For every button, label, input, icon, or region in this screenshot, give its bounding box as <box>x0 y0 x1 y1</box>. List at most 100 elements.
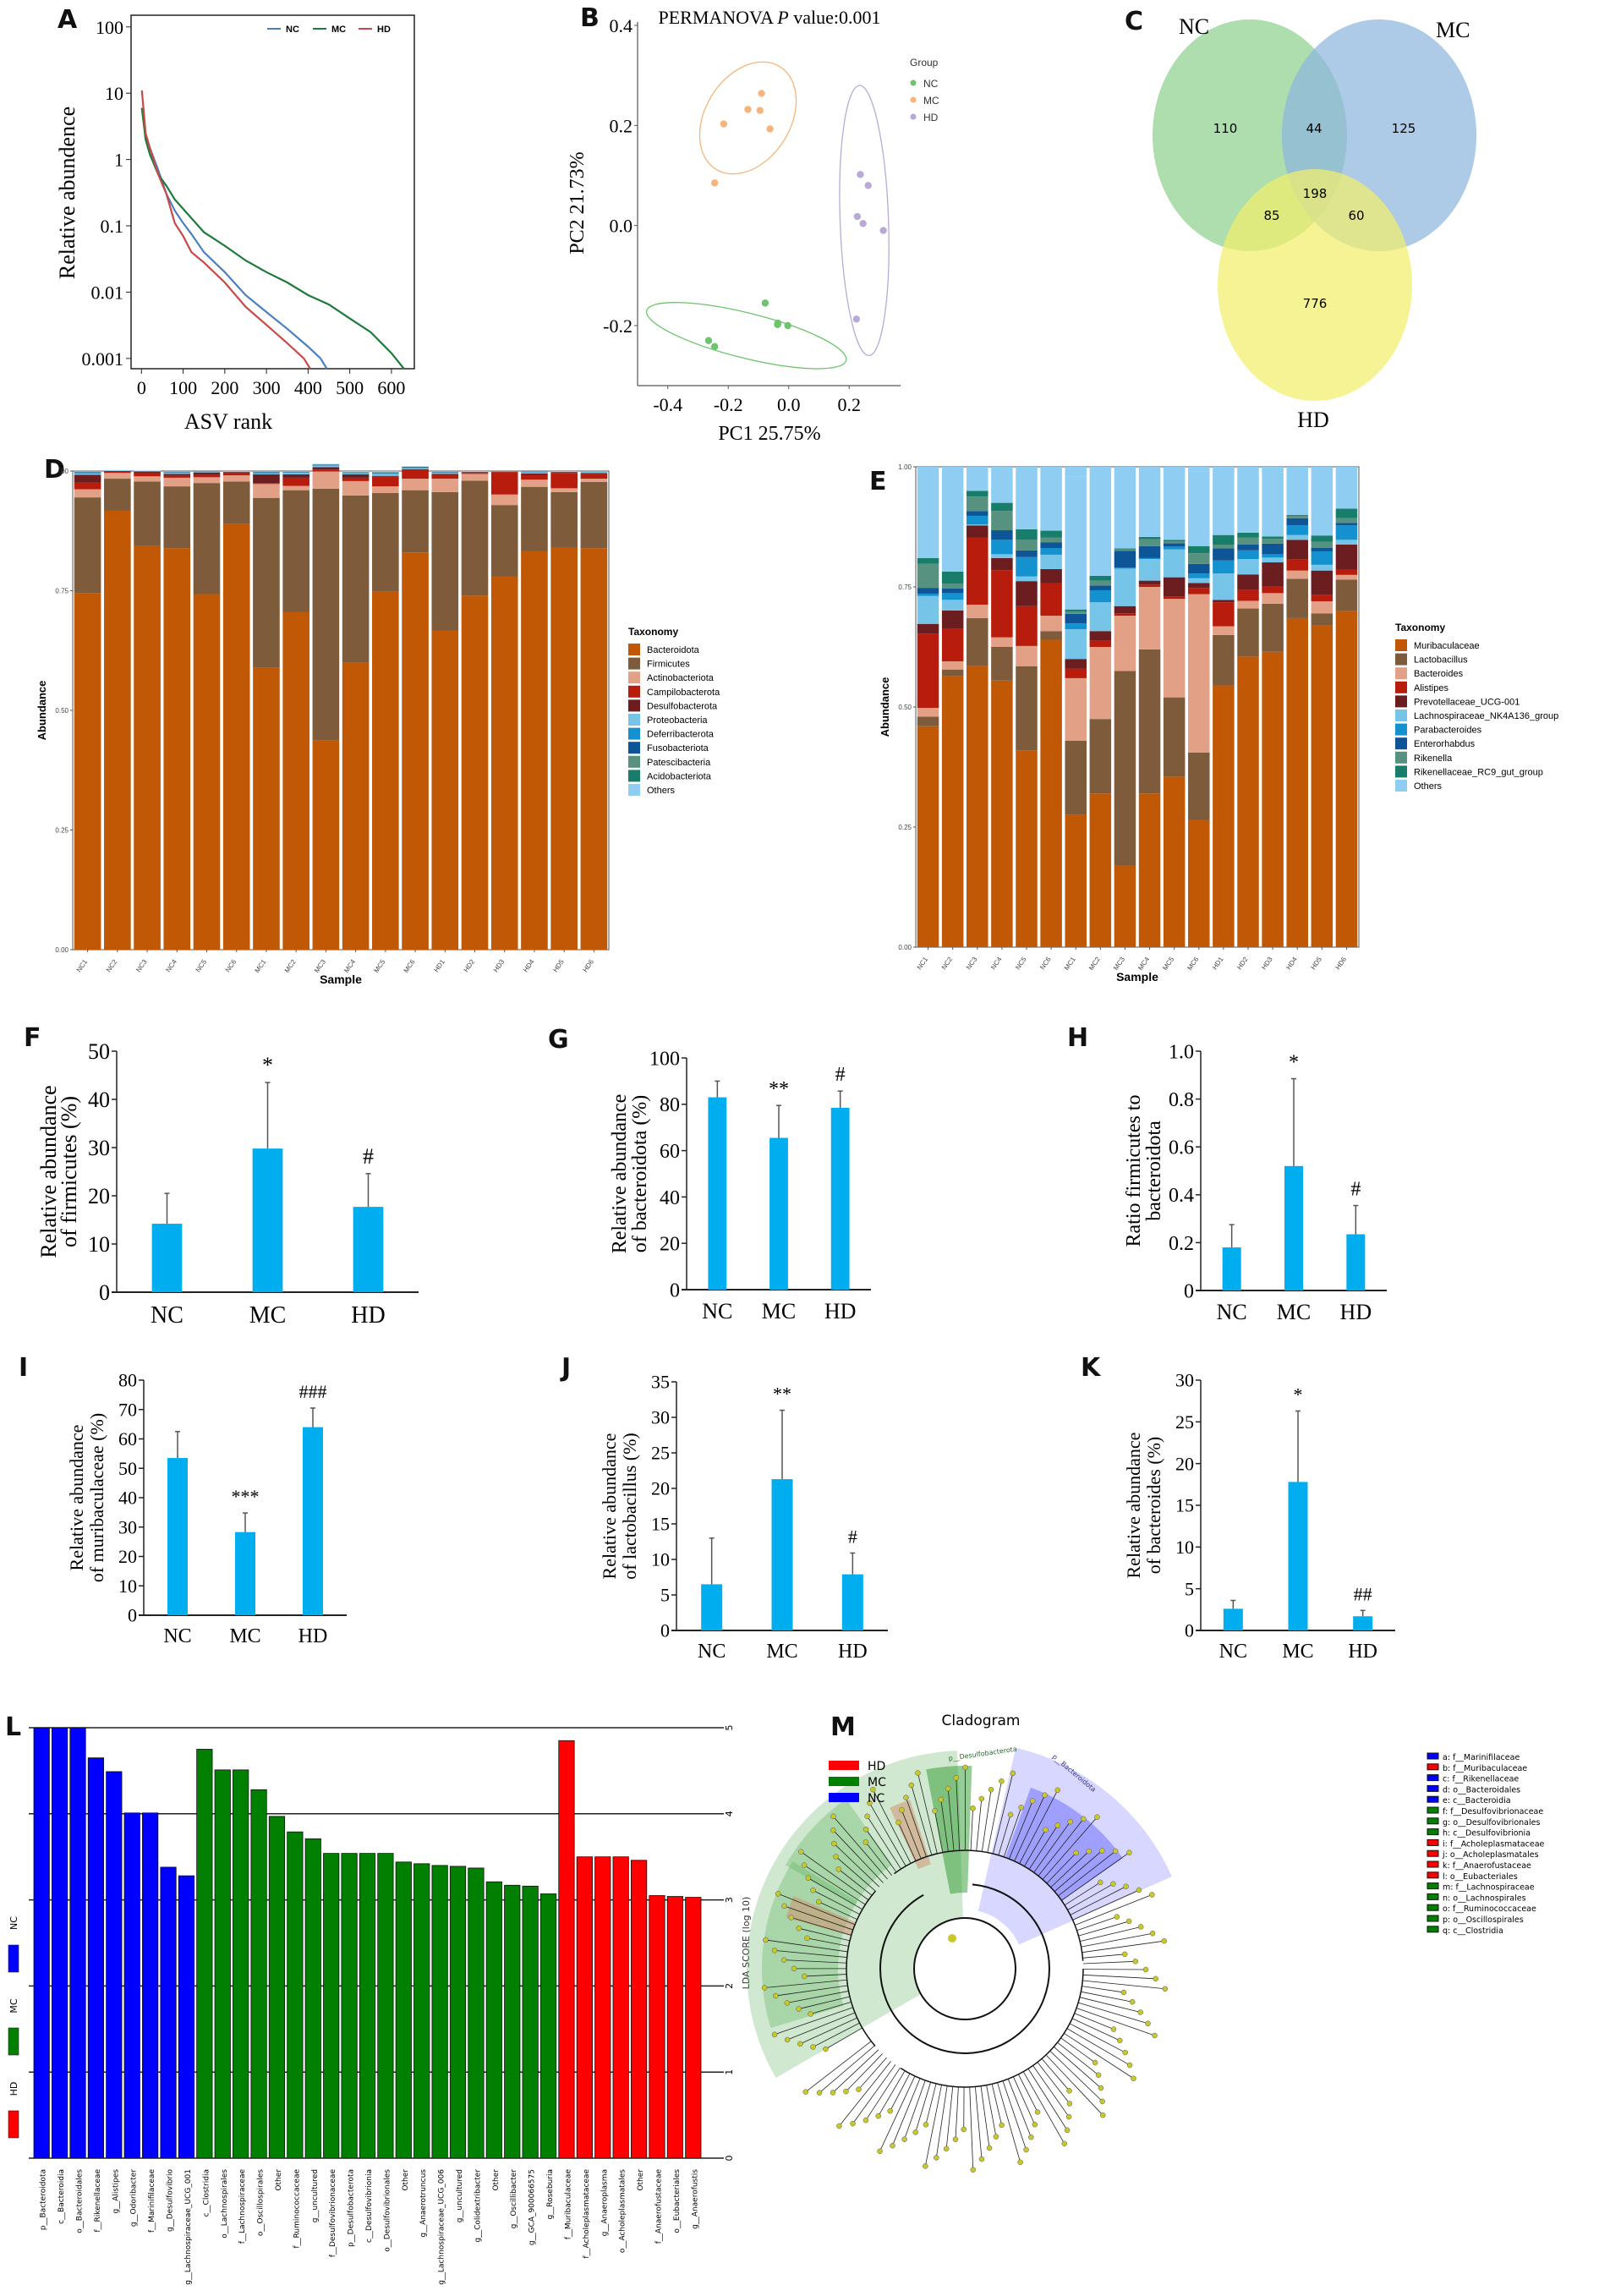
chartD-segment <box>431 471 459 472</box>
chart-a-rank-abundance: ASV rank Relative abundence 0.001 0.01 0.1… <box>55 14 415 434</box>
chart-b-point-nc <box>761 299 769 307</box>
chartE-segment <box>1335 518 1358 523</box>
chartE-segment <box>1237 589 1259 601</box>
chartF-bar-hd <box>353 1207 384 1292</box>
chart-m-key-label: o: f__Ruminococcaceae <box>1443 1904 1536 1914</box>
chart-b-ytick-label: 0.2 <box>610 115 633 136</box>
chart-a-ytick-label: 0.1 <box>101 216 124 237</box>
chartD-segment <box>193 477 221 484</box>
clade-branch <box>787 2012 856 2041</box>
clade-branch <box>892 2078 921 2146</box>
clade-node <box>1149 1930 1156 1937</box>
clade-node <box>856 2086 862 2092</box>
chartE-legend-swatch <box>1395 751 1407 764</box>
chartD-segment <box>580 473 608 474</box>
chartE-segment <box>1016 467 1038 529</box>
chartD-segment <box>163 472 191 474</box>
chartD-segment <box>253 471 280 473</box>
clade-node <box>791 1965 797 1972</box>
clade-branch <box>798 1927 851 1942</box>
chartE-segment <box>1311 570 1333 595</box>
clade-branch <box>998 1814 1011 1855</box>
clade-node <box>1064 2127 1071 2134</box>
chart-b-point-hd <box>853 212 862 221</box>
chartD-segment <box>550 473 578 489</box>
chartK-ytick-label: 15 <box>1175 1495 1194 1516</box>
clade-node <box>952 2136 959 2142</box>
chartE-segment <box>1016 550 1038 557</box>
chartD-segment <box>372 475 399 477</box>
chartD-segment <box>521 486 548 551</box>
chartD-segment <box>104 470 131 471</box>
clade-branch <box>865 2067 901 2121</box>
chart-b-point-nc <box>784 321 791 330</box>
chart-a-xtick-label: 600 <box>377 377 405 398</box>
chart-m-key-swatch <box>1427 1784 1439 1792</box>
chartD-segment <box>282 490 309 612</box>
chartD-legend-swatch <box>628 644 640 655</box>
clade-branch <box>800 2017 857 2045</box>
chartH-ylabel-line2: bacteroidota <box>1143 1121 1165 1221</box>
chartE-segment <box>917 708 939 717</box>
chartI-ytick-label: 20 <box>118 1546 137 1567</box>
clade-branch <box>911 1784 933 1855</box>
chart-l-bar <box>522 1885 539 2159</box>
chart-m-key-swatch <box>1427 1774 1439 1782</box>
clade-branch <box>1037 2062 1071 2104</box>
clade-branch <box>1028 1825 1059 1870</box>
chartE-segment <box>1040 547 1062 555</box>
chartE-segment <box>1016 606 1038 646</box>
chartE-xtick-label: NC4 <box>989 956 1004 972</box>
chartD-segment <box>253 483 280 485</box>
chartE-segment <box>1213 545 1235 549</box>
chartD-segment <box>222 475 250 482</box>
clade-node <box>890 2142 895 2149</box>
chartE-segment <box>1089 631 1112 641</box>
chartE-segment <box>1188 752 1210 820</box>
chartF-ytick-label: 40 <box>88 1088 110 1112</box>
chartF-xtick-label: NC <box>151 1302 183 1329</box>
clade-branch <box>846 2053 883 2092</box>
chartD-segment <box>461 472 489 474</box>
chartE-xtick-label: MC6 <box>1186 956 1200 972</box>
chartE-segment <box>1138 557 1161 560</box>
clade-branch <box>947 1788 955 1851</box>
chartF-significance: # <box>363 1144 374 1169</box>
chart-b-title: PERMANOVA P value:0.001 <box>658 7 880 28</box>
chartE-segment <box>991 557 1013 571</box>
chart-l-bar <box>413 1863 430 2159</box>
clade-branch <box>1066 2028 1131 2066</box>
chartE-segment <box>1311 601 1333 614</box>
chartD-segment <box>282 473 309 474</box>
chartE-xtick-label: NC3 <box>965 956 979 972</box>
chartE-segment <box>1163 549 1186 578</box>
chartD-segment <box>550 488 578 492</box>
chartE-segment <box>967 666 988 947</box>
chartE-segment <box>941 467 964 572</box>
chartE-xtick-label: MC2 <box>1087 956 1102 972</box>
chartG-significance: ** <box>769 1078 789 1100</box>
chartD-xtick-label: HD1 <box>432 958 446 974</box>
chart-m-legend-label: MC <box>868 1776 886 1789</box>
chart-l-ytick-label: 1 <box>724 2069 735 2075</box>
chartK-ytick-label: 0 <box>1185 1620 1194 1641</box>
chart-l-bar <box>649 1895 665 2159</box>
clade-branch <box>915 2081 931 2133</box>
chartD-segment <box>402 469 429 479</box>
chartE-ytick-label: 0.50 <box>898 704 912 711</box>
chartE-ytick-label: 0.25 <box>898 824 912 831</box>
clade-branch <box>1022 2071 1065 2145</box>
chartE-segment <box>991 540 1013 555</box>
clade-branch <box>1078 1921 1130 1937</box>
clade-branch <box>1082 1974 1156 1980</box>
chartD-xtick-label: MC6 <box>402 958 417 974</box>
chartE-segment <box>1016 750 1038 947</box>
chartD-ylabel: Abundance <box>36 681 48 741</box>
clade-node <box>835 1866 842 1872</box>
chart-l-bar <box>685 1897 702 2159</box>
chartH-ytick-label: 0.2 <box>1169 1233 1194 1255</box>
chartK-xtick-label: HD <box>1348 1641 1377 1663</box>
chartD-segment <box>490 576 518 950</box>
chartE-segment <box>917 726 939 947</box>
chart-l-ytick-label: 2 <box>724 1983 735 1989</box>
